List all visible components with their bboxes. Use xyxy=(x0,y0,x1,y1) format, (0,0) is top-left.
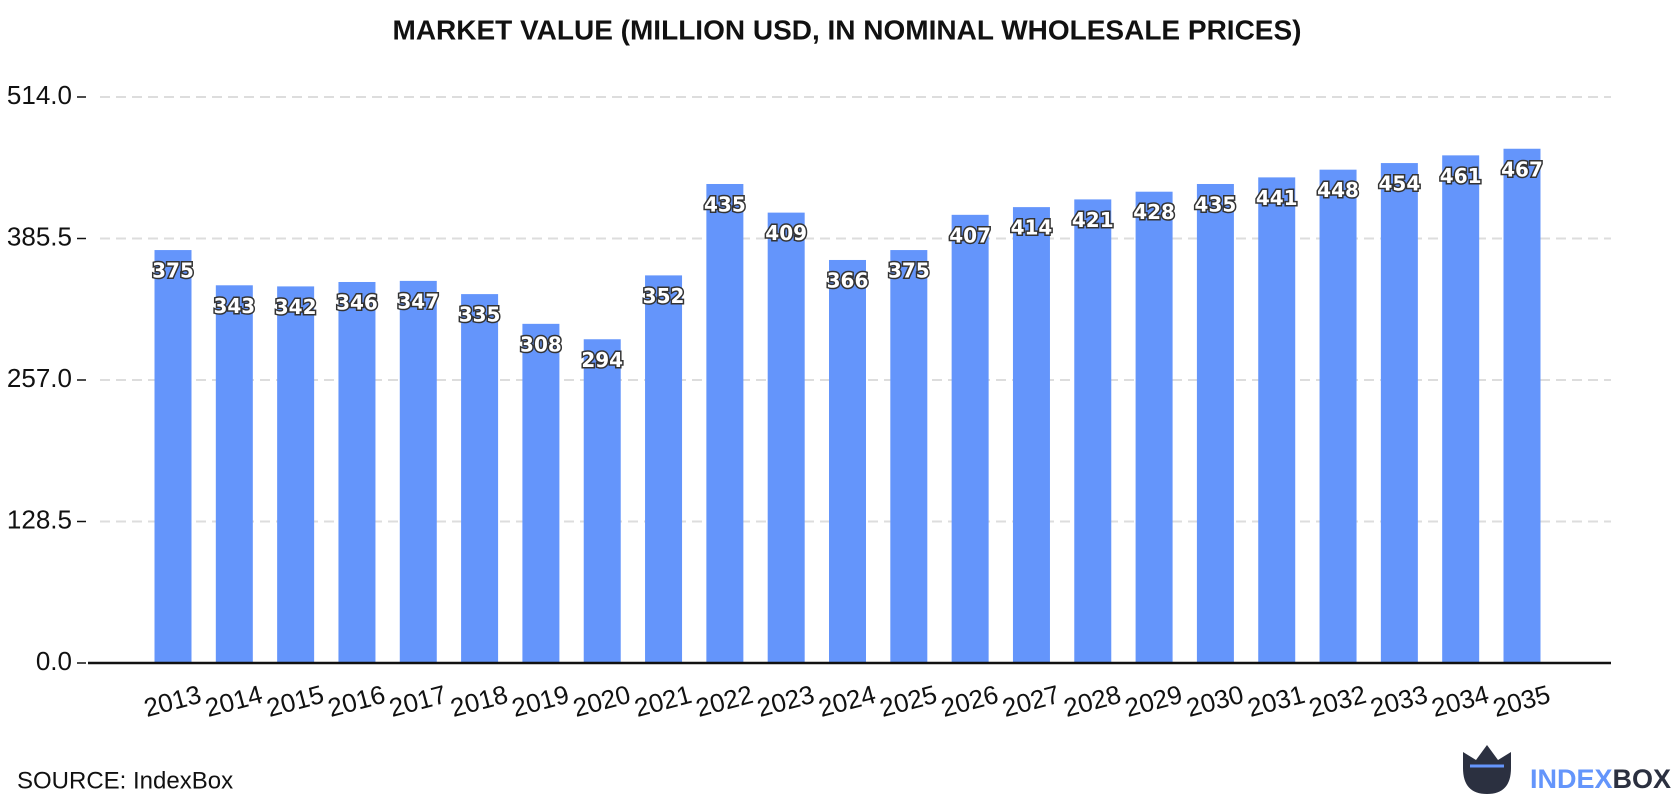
x-tick-label: 2034 xyxy=(1428,679,1492,723)
x-tick-label: 2030 xyxy=(1183,679,1247,723)
logo: INDEXBOX xyxy=(1463,745,1671,794)
value-label: 421 xyxy=(1072,208,1114,232)
x-tick-label: 2019 xyxy=(509,679,573,723)
logo-text: INDEXBOX xyxy=(1530,764,1671,794)
bar xyxy=(829,259,866,663)
value-label: 308 xyxy=(520,332,562,356)
value-label: 342 xyxy=(275,295,317,319)
value-label: 352 xyxy=(643,284,685,308)
value-label: 448 xyxy=(1317,178,1359,202)
bar xyxy=(1380,163,1418,663)
bar xyxy=(645,275,683,663)
y-tick-label: 0.0 xyxy=(36,646,72,676)
bar xyxy=(338,281,376,663)
bar xyxy=(1135,191,1173,664)
x-tick-label: 2020 xyxy=(570,679,634,723)
x-tick-label: 2026 xyxy=(938,679,1002,723)
x-tick-label: 2035 xyxy=(1490,679,1554,723)
y-tick-label: 128.5 xyxy=(7,504,72,534)
x-tick-label: 2025 xyxy=(876,679,940,723)
bar xyxy=(1319,169,1357,663)
x-tick-label: 2021 xyxy=(631,679,695,723)
bar xyxy=(951,214,989,664)
x-tick-label: 2028 xyxy=(1060,679,1124,723)
y-tick-label: 514.0 xyxy=(7,80,72,110)
x-tick-label: 2029 xyxy=(1122,679,1186,723)
x-tick-label: 2016 xyxy=(325,679,389,723)
value-label: 467 xyxy=(1501,157,1543,181)
value-label: 407 xyxy=(949,223,991,247)
bar xyxy=(399,280,437,663)
value-label: 294 xyxy=(581,348,623,372)
x-tick-label: 2022 xyxy=(692,679,756,723)
x-tick-label: 2024 xyxy=(815,679,879,723)
x-tick-label: 2027 xyxy=(999,679,1063,723)
value-label: 366 xyxy=(827,268,869,292)
bar xyxy=(890,250,928,663)
x-tick-label: 2013 xyxy=(141,679,205,723)
x-tick-label: 2031 xyxy=(1244,679,1308,723)
value-label: 414 xyxy=(1011,216,1053,240)
bar xyxy=(767,212,805,664)
value-label: 461 xyxy=(1440,164,1482,188)
chart-title: MARKET VALUE (MILLION USD, IN NOMINAL WH… xyxy=(393,14,1302,45)
value-label: 346 xyxy=(336,290,378,314)
logo-box: BOX xyxy=(1613,764,1672,794)
x-tick-label: 2017 xyxy=(386,679,450,723)
value-label: 343 xyxy=(213,294,255,318)
logo-icon xyxy=(1463,745,1511,794)
value-label: 454 xyxy=(1378,172,1420,196)
bar xyxy=(277,286,315,663)
bar xyxy=(154,250,192,663)
value-label: 375 xyxy=(152,259,194,283)
value-label: 375 xyxy=(888,259,930,283)
value-label: 409 xyxy=(765,221,807,245)
bar xyxy=(522,323,560,663)
y-tick-label: 385.5 xyxy=(7,221,72,251)
value-label: 441 xyxy=(1256,186,1298,210)
source: SOURCE: IndexBox xyxy=(17,767,233,794)
bar xyxy=(706,183,744,663)
value-label: 435 xyxy=(1195,192,1237,216)
bar xyxy=(1074,199,1112,663)
bar xyxy=(215,285,253,663)
bar xyxy=(1012,207,1050,663)
x-tick-label: 2015 xyxy=(263,679,327,723)
value-label: 428 xyxy=(1133,200,1175,224)
x-tick-label: 2033 xyxy=(1367,679,1431,723)
value-label: 435 xyxy=(704,192,746,216)
x-tick-label: 2023 xyxy=(754,679,818,723)
x-tick-label: 2014 xyxy=(202,679,266,723)
bar xyxy=(1442,155,1480,663)
bar xyxy=(1258,177,1296,664)
value-label: 335 xyxy=(459,303,501,327)
y-tick-label: 257.0 xyxy=(7,363,72,393)
bar xyxy=(1196,183,1234,663)
logo-index: INDEX xyxy=(1530,764,1613,794)
x-tick-label: 2032 xyxy=(1306,679,1370,723)
value-label: 347 xyxy=(397,289,439,313)
bar xyxy=(1503,148,1541,663)
bar xyxy=(583,339,621,663)
x-tick-label: 2018 xyxy=(447,679,511,723)
bar xyxy=(461,294,499,663)
